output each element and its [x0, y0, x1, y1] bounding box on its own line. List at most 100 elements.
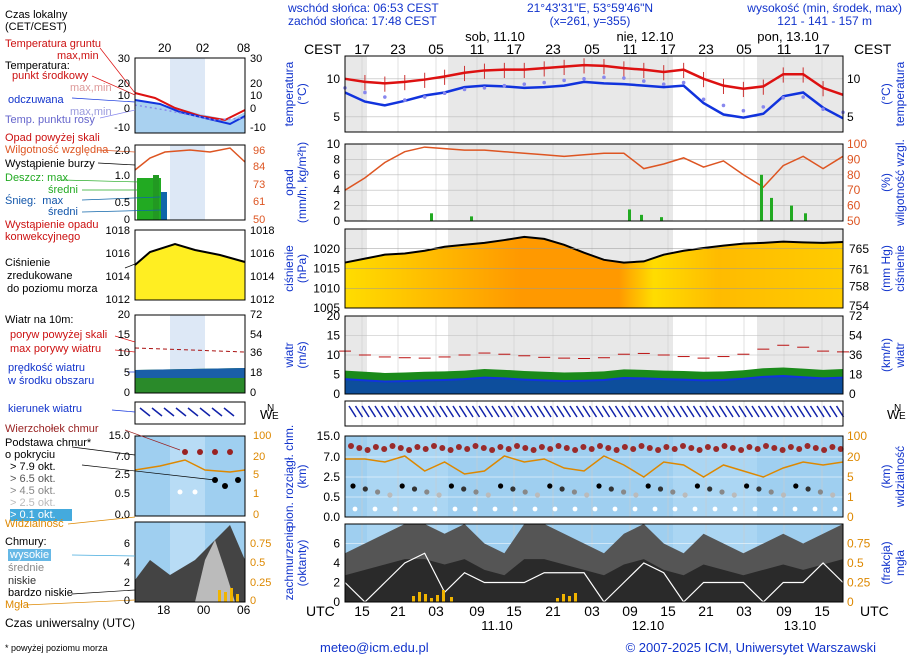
svg-text:0.75: 0.75 [250, 538, 271, 550]
wind-direction-arrow [803, 405, 812, 418]
svg-text:1012: 1012 [106, 294, 130, 306]
cloud-base-dot [584, 492, 590, 498]
precip-bar [660, 217, 663, 221]
utc-hour-label: 21 [390, 603, 406, 619]
cloud-top-dot [779, 447, 786, 453]
tz-right: CEST [854, 41, 892, 57]
wind-direction-arrow [491, 405, 500, 418]
cloud-base-dot [633, 492, 639, 498]
top-hour-label: 23 [698, 41, 714, 57]
day-label: pon, 13.10 [757, 29, 818, 44]
cloud-top-dot [829, 444, 836, 450]
wind-direction-arrow [497, 405, 507, 418]
series-feels-like [344, 80, 844, 120]
cloud-base-dot [612, 506, 618, 512]
axis-unit-left: (km) [295, 465, 309, 489]
svg-text:1014: 1014 [106, 271, 130, 283]
cloud-base-dot [752, 506, 758, 512]
svg-text:61: 61 [253, 196, 265, 208]
tick-label: 2 [333, 199, 340, 213]
cloud-base-dot [805, 486, 811, 492]
precip-bar [628, 209, 631, 221]
wind-speed-line [344, 375, 844, 383]
cloud-base-dot [772, 506, 778, 512]
svg-text:36: 36 [250, 347, 262, 359]
tick-label: 20 [327, 309, 341, 323]
panel-wind [339, 315, 849, 395]
precip-bar [640, 214, 643, 221]
cloud-top-dot [514, 443, 520, 449]
cloud-top-dot [804, 443, 811, 449]
legend-temp-feels: odczuwana max,min [8, 94, 112, 118]
tick-label: 1020 [313, 242, 340, 256]
dew-point [522, 82, 527, 86]
svg-text:2: 2 [124, 577, 130, 589]
cloud-top-dot [704, 444, 711, 450]
contact-email[interactable]: meteo@icm.edu.pl [320, 640, 429, 655]
cloud-top-dot [646, 445, 653, 451]
wind-direction-arrow [673, 405, 682, 418]
cloud-top-dot [763, 443, 769, 449]
wind-direction-arrow [614, 405, 624, 418]
legend-clouds-vlow: bardzo niskie [8, 587, 73, 599]
height-info: wysokość (min, środek, max) 121 - 141 - 1… [747, 1, 902, 28]
cloud-top-dot [688, 445, 695, 451]
svg-text:0: 0 [124, 595, 130, 607]
cloud-base-dot [793, 483, 799, 489]
svg-text:96: 96 [253, 145, 265, 157]
tick-label: 0.5 [847, 556, 864, 570]
top-hour-label: 17 [354, 41, 370, 57]
tick-label: 0 [847, 595, 854, 609]
wind-direction-arrow [354, 405, 364, 418]
tick-label: 15 [327, 329, 341, 343]
cloud-base-dot [532, 506, 538, 512]
axis-title-left: opad [282, 169, 296, 196]
cloud-base-dot [461, 486, 467, 492]
tick-label: 761 [849, 263, 869, 277]
cloud-top-dot [381, 446, 388, 452]
wind-direction-arrow [426, 405, 435, 418]
coords-info: 21°43'31"E, 53°59'46"N (x=261, y=355) [526, 1, 654, 28]
svg-text:4: 4 [124, 557, 130, 569]
cloud-base-dot [432, 506, 438, 512]
cloud-base-dot [707, 486, 713, 492]
tick-label: 5 [333, 110, 340, 124]
legend-clouds-title: Chmury: [5, 536, 47, 548]
svg-text:10: 10 [250, 90, 262, 102]
tick-label: 1005 [313, 301, 340, 315]
tick-label: 50 [847, 214, 861, 228]
axis-title-right: temperatura [893, 61, 907, 126]
night-band [673, 56, 757, 132]
utc-hour-label: 03 [584, 603, 600, 619]
wind-direction-arrow [510, 405, 520, 418]
wind-direction-arrow [822, 405, 832, 418]
cloud-base-dot [350, 483, 356, 489]
axis-unit-right: (°C) [879, 83, 893, 104]
cloud-base-dot [522, 489, 528, 495]
svg-text:1016: 1016 [106, 248, 130, 260]
tick-label: 18 [849, 368, 863, 382]
visibility-line [345, 455, 844, 478]
dew-point [562, 78, 566, 83]
svg-text:1018: 1018 [106, 225, 130, 237]
tick-label: 0.0 [323, 510, 340, 524]
svg-text:0.5: 0.5 [115, 488, 130, 500]
top-hour-label: 11 [777, 41, 792, 57]
cloud-base-dot [473, 489, 479, 495]
wind-direction-arrow [692, 405, 702, 418]
tick-label: 4 [333, 556, 340, 570]
utc-date-label: 12.10 [632, 618, 665, 633]
utc-hour-label: 15 [506, 603, 522, 619]
cloud-base-dot [352, 506, 358, 512]
legend-ground-temp: Temperatura gruntu max,min [5, 38, 101, 62]
wind-direction-arrow [517, 405, 526, 418]
wind-direction-arrow [465, 405, 474, 418]
utc-hour-label: 15 [814, 603, 830, 619]
compass-n: N [894, 403, 901, 414]
legend-direction-panel [134, 401, 246, 425]
svg-text:73: 73 [253, 179, 265, 191]
cloud-top-dot [613, 447, 620, 453]
legend-top-hour: 02 [196, 41, 210, 55]
legend-fog: Mgła [5, 599, 29, 611]
